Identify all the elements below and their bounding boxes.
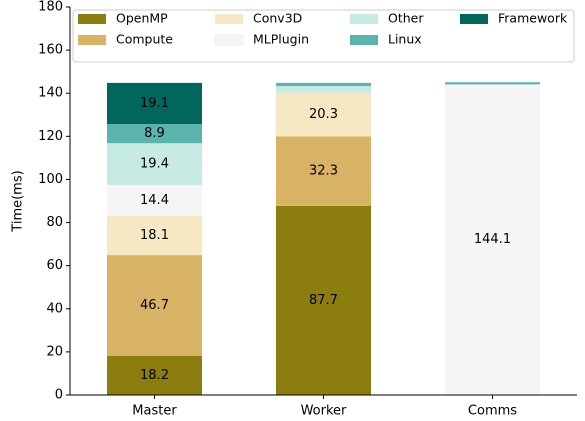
data-label: 20.3	[309, 107, 338, 122]
legend-swatch	[350, 35, 378, 45]
y-tick-label: 140	[38, 86, 63, 101]
legend-label: OpenMP	[116, 11, 168, 26]
y-tick-label: 120	[38, 129, 63, 144]
bar-segment	[107, 216, 202, 256]
data-label: 14.4	[140, 193, 169, 208]
legend-frame	[72, 9, 575, 63]
data-label: 19.4	[140, 157, 169, 172]
y-tick-label: 100	[38, 172, 63, 187]
legend-swatch	[78, 35, 106, 45]
legend-label: Other	[388, 11, 424, 26]
data-label: 18.1	[140, 228, 169, 243]
bar-segment	[276, 92, 371, 137]
data-label: 144.1	[474, 232, 511, 247]
legend-swatch	[350, 14, 378, 24]
x-tick-label: Master	[132, 404, 177, 419]
bar-segment	[276, 82, 371, 87]
bar-segment	[107, 143, 202, 186]
data-label: 32.3	[309, 164, 338, 179]
y-axis-label: Time(ms)	[11, 170, 26, 232]
data-label: 19.1	[140, 96, 169, 111]
legend-label: Compute	[116, 32, 173, 47]
bar-segment	[107, 255, 202, 356]
data-label: 8.9	[144, 126, 165, 141]
y-tick-label: 180	[38, 0, 63, 15]
y-tick-label: 60	[46, 258, 63, 273]
data-label: 18.2	[140, 368, 169, 383]
legend-swatch	[214, 34, 244, 46]
legend-swatch	[460, 14, 488, 24]
bar-segment	[107, 124, 202, 144]
data-label: 46.7	[140, 298, 169, 313]
bar-segment	[107, 355, 202, 395]
legend-label: Framework	[498, 11, 568, 26]
bar-segment	[276, 86, 371, 93]
legend: OpenMP Compute Conv3D MLPlugin Other Linux Fra…	[72, 9, 575, 63]
legend-label: MLPlugin	[253, 32, 309, 47]
bar-segment	[107, 185, 202, 217]
legend-label: Conv3D	[253, 11, 302, 26]
bar-segment	[445, 84, 540, 395]
y-tick-label: 160	[38, 43, 63, 58]
y-tick-label: 80	[46, 215, 63, 230]
bar-segment	[276, 205, 371, 395]
legend-swatch	[78, 14, 106, 24]
y-tick-label: 40	[46, 301, 63, 316]
bar-segment	[107, 82, 202, 125]
x-tick-label: Worker	[301, 404, 347, 419]
x-tick-label: Comms	[468, 404, 517, 419]
bar-segment	[445, 82, 540, 85]
legend-label: Linux	[388, 32, 422, 47]
legend-swatch	[215, 14, 243, 24]
y-tick-label: 0	[55, 388, 63, 403]
bar-segment	[276, 136, 371, 206]
y-tick-label: 20	[46, 344, 63, 359]
data-label: 87.7	[309, 293, 338, 308]
